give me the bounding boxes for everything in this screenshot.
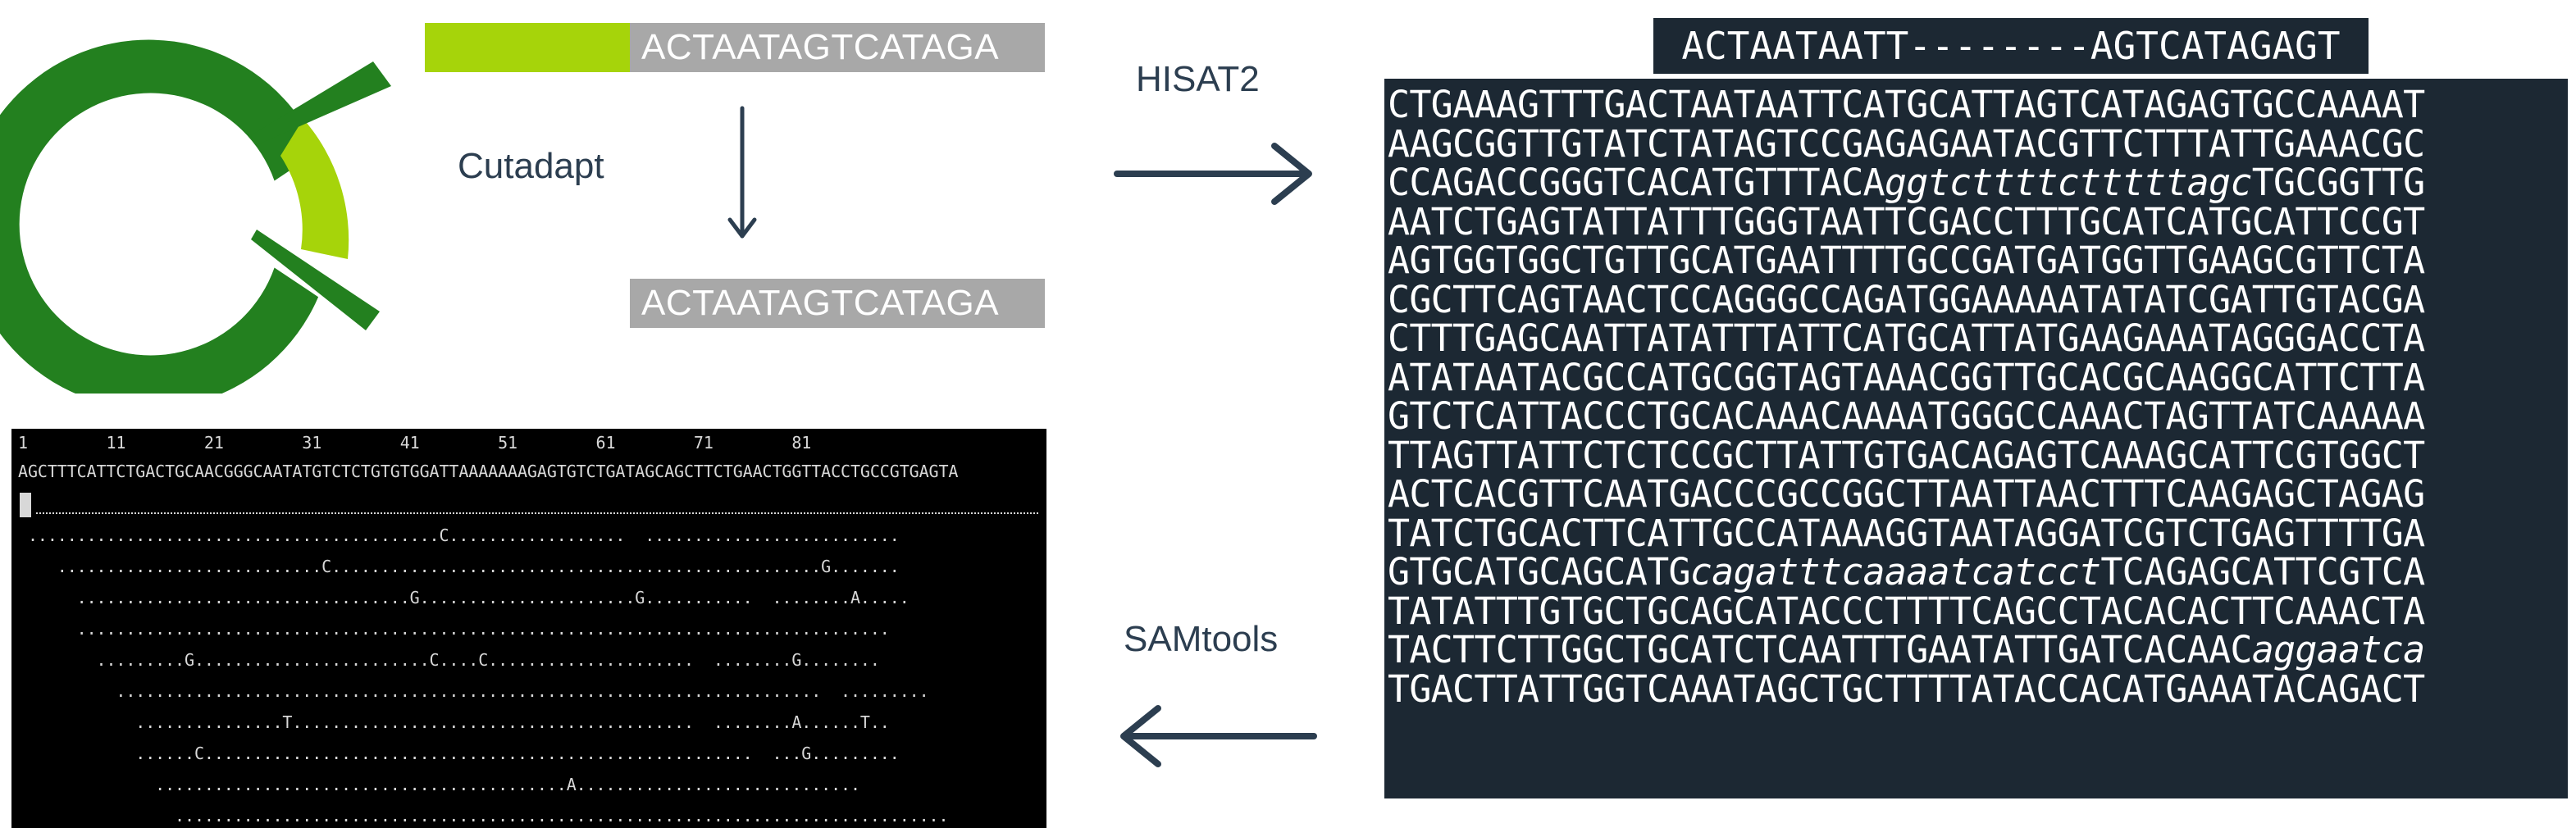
logo-upper-blade	[251, 61, 391, 145]
exon-sequence: TGACTTATTGGTCAAATAGCTGCTTTTATACCACATGAAA…	[1388, 666, 2425, 711]
pileup-viewer: 1 11 21 31 41 51 61 71 81 AGCTTTCATTCTGA…	[11, 429, 1046, 828]
read-sequence: ACTAATAGTCATAGA	[630, 23, 1045, 72]
exon-sequence: AATCTGAGTATTATTTGGGTAATTCGACCTTTGCATCATG…	[1388, 199, 2425, 243]
exon-sequence: AAGCGGTTGTATCTATAGTCCGAGAGAATACGTTCTTTAT…	[1388, 121, 2425, 166]
reference-genome-block: CTGAAAGTTTGACTAATAATTCATGCATTAGTCATAGAGT…	[1384, 79, 2568, 798]
genome-line: CGCTTCAGTAACTCCAGGGCCAGATGGAAAAATATATCGA…	[1388, 280, 2568, 320]
genome-line: AAGCGGTTGTATCTATAGTCCGAGAGAATACGTTCTTTAT…	[1388, 121, 2568, 166]
pileup-read: ......C.................................…	[18, 744, 900, 763]
genome-line: TGACTTATTGGTCAAATAGCTGCTTTTATACCACATGAAA…	[1388, 666, 2568, 711]
intron-sequence: ggtcttttctttttagc	[1884, 161, 2253, 204]
pileup-read: ........................................…	[18, 619, 890, 639]
genome-line: TTAGTTATTCTCTCCGCTTATTGTGACAGAGTCAAAGCAT…	[1388, 433, 2568, 477]
genome-line: CTTTGAGCAATTATATTTATTCATGCATTATGAAGAAATA…	[1388, 319, 2568, 358]
genome-line: TATATTTGTGCTGCAGCATACCCTTTTCAGCCTACACACT…	[1388, 589, 2568, 633]
untrimmed-read: ACTAATAGTCATAGA	[425, 23, 1045, 72]
genome-line: ATATAATACGCCATGCGGTAGTAAACGGTTGCACGCAAGG…	[1388, 355, 2568, 399]
genome-line: GTCTCATTACCCTGCACAAACAAAATGGGCCAAACTAGTT…	[1388, 397, 2568, 436]
genome-line: TATCTGCACTTCATTGCCATAAAGGTAATAGGATCGTCTG…	[1388, 511, 2568, 555]
exon-sequence: CTTTGAGCAATTATATTTATTCATGCATTATGAAGAAATA…	[1388, 316, 2425, 360]
genome-line: CTGAAAGTTTGACTAATAATTCATGCATTAGTCATAGAGT…	[1388, 85, 2568, 125]
intron-sequence: cagatttcaaaatcatcct	[1689, 550, 2101, 594]
samtools-left-arrow	[1120, 705, 1317, 767]
genome-line: AGTGGTGGCTGTTGCATGAATTTTGCCGATGATGGTTGAA…	[1388, 241, 2568, 280]
pileup-read: ........................................…	[18, 806, 949, 826]
trimmed-read: ACTAATAGTCATAGA	[630, 279, 1045, 328]
logo-dark-ring	[0, 39, 319, 394]
genome-line: AATCTGAGTATTATTTGGGTAATTCGACCTTTGCATCATG…	[1388, 202, 2568, 242]
genome-line: CCAGACCGGGTCACATGTTTACAggtcttttctttttagc…	[1388, 163, 2568, 202]
exon-sequence: AGTGGTGGCTGTTGCATGAATTTTGCCGATGATGGTTGAA…	[1388, 239, 2425, 282]
pileup-read: ...........................C............…	[18, 557, 900, 576]
aligned-read-query: ACTAATAATT--------AGTCATAGAGT	[1653, 18, 2369, 74]
exon-sequence: TACTTCTTGGCTGCATCTCAATTTGAATATTGATCACAAC	[1388, 628, 2252, 671]
samtools-label: SAMtools	[1124, 619, 1279, 659]
reference-divider	[36, 512, 1038, 514]
logo-light-arc	[280, 119, 349, 259]
cutadapt-label: Cutadapt	[458, 146, 604, 186]
exon-sequence: TATCTGCACTTCATTGCCATAAAGGTAATAGGATCGTCTG…	[1388, 511, 2425, 555]
genome-line: TACTTCTTGGCTGCATCTCAATTTGAATATTGATCACAAC…	[1388, 630, 2568, 670]
pileup-read: ...............T........................…	[18, 712, 890, 732]
exon-sequence: ATATAATACGCCATGCGGTAGTAAACGGTTGCACGCAAGG…	[1388, 355, 2425, 399]
exon-sequence: ACTCACGTTCAATGACCCGCCGGCTTAATTAACTTTCAAG…	[1388, 472, 2425, 516]
exon-sequence: TTAGTTATTCTCTCCGCTTATTGTGACAGAGTCAAAGCAT…	[1388, 433, 2425, 477]
cursor	[20, 493, 31, 517]
hisat2-label: HISAT2	[1136, 59, 1260, 99]
exon-sequence: CCAGACCGGGTCACATGTTTACA	[1388, 161, 1885, 204]
position-ruler: 1 11 21 31 41 51 61 71 81	[18, 433, 812, 453]
hisat2-right-arrow	[1114, 143, 1312, 205]
read-sequence: ACTAATAGTCATAGA	[630, 279, 1045, 328]
genome-line: ACTCACGTTCAATGACCCGCCGGCTTAATTAACTTTCAAG…	[1388, 475, 2568, 514]
exon-sequence: CGCTTCAGTAACTCCAGGGCCAGATGGAAAAATATATCGA…	[1388, 277, 2425, 321]
exon-sequence: TATATTTGTGCTGCAGCATACCCTTTTCAGCCTACACACT…	[1388, 589, 2425, 633]
pileup-read: ..................................G.....…	[18, 588, 910, 607]
reference-sequence: AGCTTTCATTCTGACTGCAACGGGCAATATGTCTCTGTGT…	[18, 462, 959, 481]
exon-sequence: TGCGGTTG	[2251, 161, 2425, 204]
pileup-read: .........G........................C....C…	[18, 650, 880, 670]
trim-down-arrow	[727, 106, 757, 239]
exon-sequence: GTCTCATTACCCTGCACAAACAAAATGGGCCAAACTAGTT…	[1388, 394, 2425, 438]
exon-sequence: TCAGAGCATTCGTCA	[2100, 550, 2425, 594]
logo-lower-blade	[251, 230, 380, 330]
pileup-read: ........................................…	[18, 681, 929, 701]
exon-sequence: GTGCATGCAGCATG	[1388, 550, 1691, 594]
pileup-read: ........................................…	[18, 525, 900, 545]
exon-sequence: CTGAAAGTTTGACTAATAATTCATGCATTAGTCATAGAGT…	[1388, 83, 2425, 126]
logo-icon	[0, 39, 391, 394]
pileup-read: ........................................…	[18, 775, 860, 794]
genome-line: GTGCATGCAGCATGcagatttcaaaatcatcctTCAGAGC…	[1388, 553, 2568, 592]
intron-sequence: aggaatca	[2251, 628, 2425, 671]
adapter-segment	[425, 23, 630, 72]
